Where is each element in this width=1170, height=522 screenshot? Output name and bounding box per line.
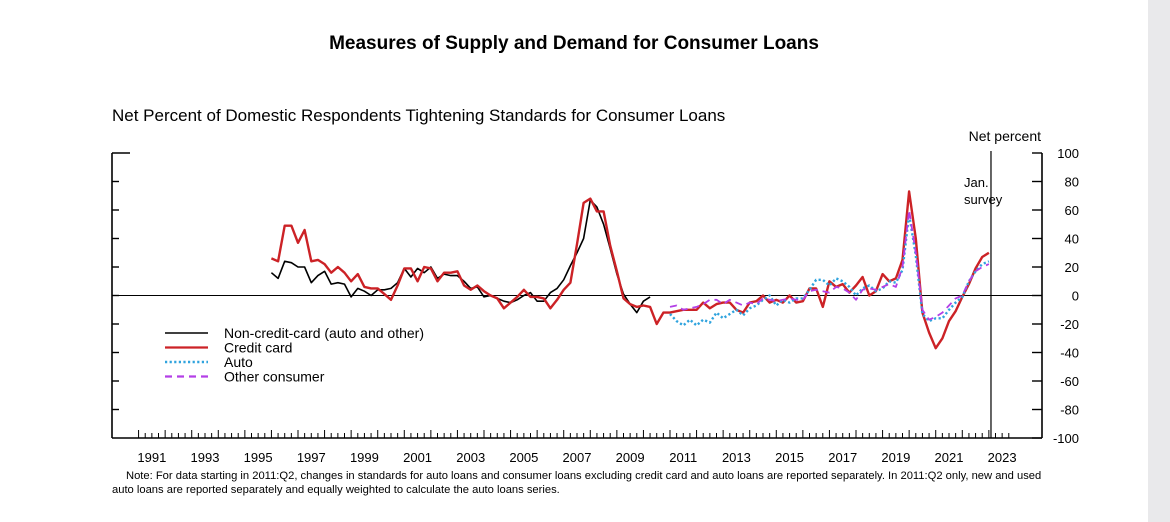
chart-title: Net Percent of Domestic Respondents Tigh… <box>112 106 726 125</box>
x-tick-label: 2003 <box>456 450 485 465</box>
legend-label-2: Auto <box>224 354 253 370</box>
y-tick-label: 60 <box>1065 203 1079 218</box>
x-tick-label: 1991 <box>137 450 166 465</box>
legend-label-0: Non-credit-card (auto and other) <box>224 325 424 341</box>
x-tick-label: 2019 <box>881 450 910 465</box>
y-tick-label: -20 <box>1060 317 1079 332</box>
x-tick-label: 1993 <box>191 450 220 465</box>
y-axis-label: Net percent <box>969 128 1041 144</box>
legend-label-3: Other consumer <box>224 369 325 385</box>
x-tick-label: 2015 <box>775 450 804 465</box>
x-tick-label: 2007 <box>563 450 592 465</box>
y-tick-label: 0 <box>1072 289 1079 304</box>
y-tick-label: -60 <box>1060 374 1079 389</box>
x-tick-label: 2013 <box>722 450 751 465</box>
x-tick-label: 2011 <box>669 450 697 465</box>
x-tick-label: 1999 <box>350 450 379 465</box>
x-tick-label: 2021 <box>935 450 964 465</box>
y-tick-label: 80 <box>1065 175 1079 190</box>
survey-annotation-line2: survey <box>964 192 1003 207</box>
series-line-2 <box>669 213 990 327</box>
legend-label-1: Credit card <box>224 340 292 356</box>
x-tick-label: 2005 <box>509 450 538 465</box>
survey-annotation-line1: Jan. <box>964 175 989 190</box>
y-tick-label: 20 <box>1065 260 1079 275</box>
series-line-1 <box>270 190 990 350</box>
page-title: Measures of Supply and Demand for Consum… <box>329 33 819 54</box>
x-tick-label: 2009 <box>616 450 645 465</box>
series-line-3 <box>669 209 990 321</box>
y-tick-label: -40 <box>1060 346 1079 361</box>
window-edge <box>1148 0 1170 522</box>
y-tick-label: -80 <box>1060 403 1079 418</box>
x-tick-label: 1997 <box>297 450 326 465</box>
x-tick-label: 2001 <box>403 450 432 465</box>
x-tick-label: 1995 <box>244 450 273 465</box>
chart-note: Note: For data starting in 2011:Q2, chan… <box>112 470 1042 496</box>
x-tick-label: 2023 <box>988 450 1017 465</box>
y-tick-label: 40 <box>1065 232 1079 247</box>
y-tick-label: 100 <box>1057 146 1079 161</box>
y-tick-label: -100 <box>1053 431 1079 446</box>
x-tick-label: 2017 <box>828 450 857 465</box>
